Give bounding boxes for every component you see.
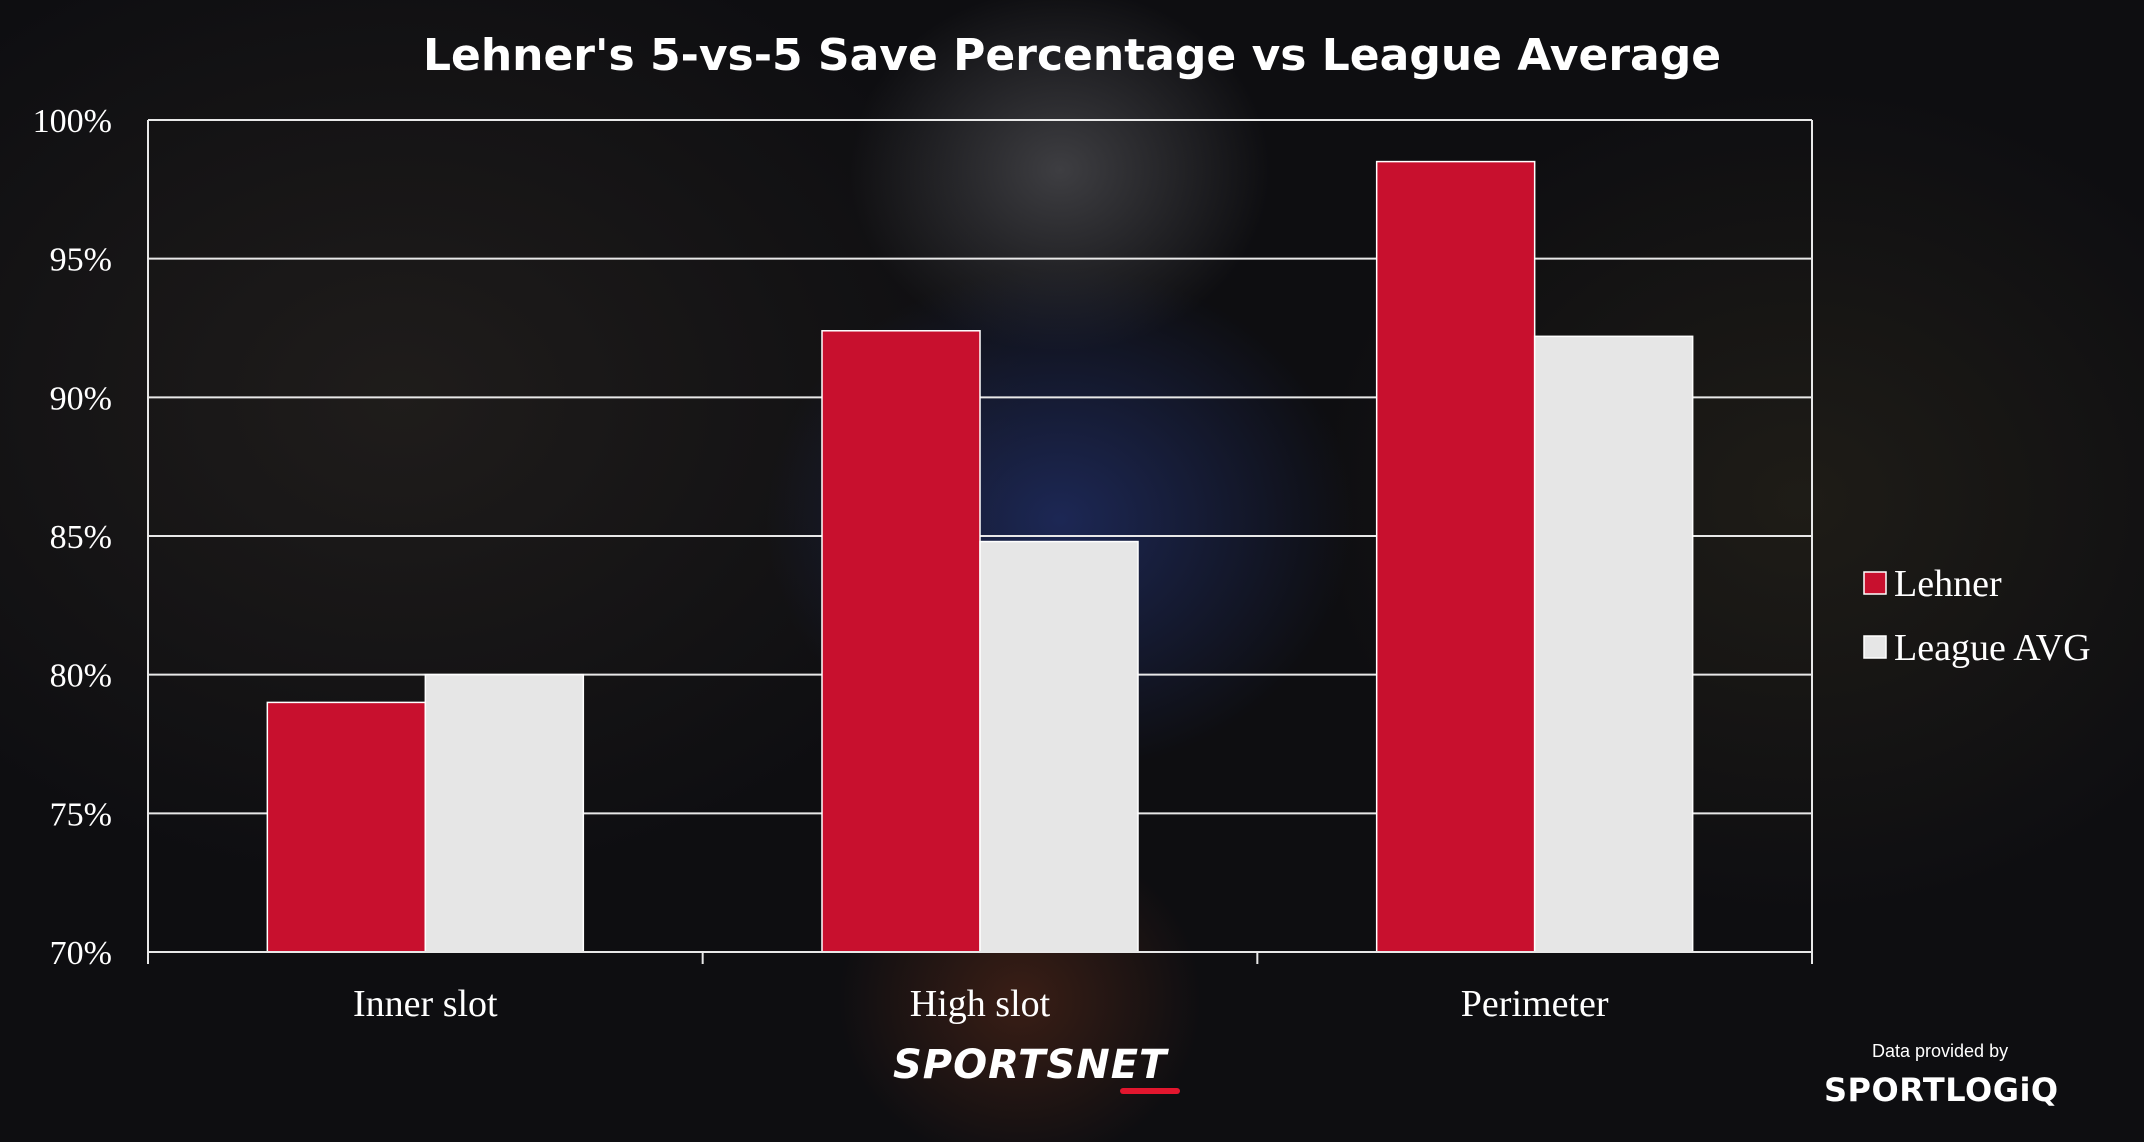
x-category-label: Perimeter — [1461, 983, 1609, 1025]
bar-lehner — [821, 330, 981, 953]
sportsnet-logo-swoosh — [1120, 1088, 1180, 1094]
y-tick-label: 90% — [50, 380, 112, 417]
bar-league-avg — [1533, 335, 1694, 953]
legend-swatch-lehner — [1863, 571, 1887, 595]
y-tick-label: 95% — [50, 242, 112, 279]
legend-swatch-league-avg — [1863, 635, 1887, 659]
data-credit-caption: Data provided by — [1872, 1041, 2009, 1061]
legend-label-league-avg: League AVG — [1894, 627, 2091, 669]
chart-title: Lehner's 5-vs-5 Save Percentage vs Leagu… — [423, 30, 1721, 81]
bar-lehner — [266, 701, 427, 953]
bar-league-avg — [979, 540, 1139, 953]
y-tick-label: 85% — [50, 519, 112, 556]
legend-label-lehner: Lehner — [1894, 563, 2002, 605]
y-tick-label: 100% — [33, 103, 112, 140]
x-category-label: High slot — [910, 983, 1051, 1025]
sportsnet-logo: SPORTSNET — [893, 1042, 1168, 1088]
y-tick-label: 80% — [50, 658, 112, 695]
x-category-label: Inner slot — [353, 983, 498, 1025]
y-tick-label: 75% — [50, 796, 112, 833]
y-tick-label: 70% — [50, 935, 112, 972]
bar-league-avg — [424, 673, 585, 953]
bar-lehner — [1375, 160, 1536, 953]
sportlogiq-logo: SPORTLOGiQ — [1824, 1071, 2059, 1109]
